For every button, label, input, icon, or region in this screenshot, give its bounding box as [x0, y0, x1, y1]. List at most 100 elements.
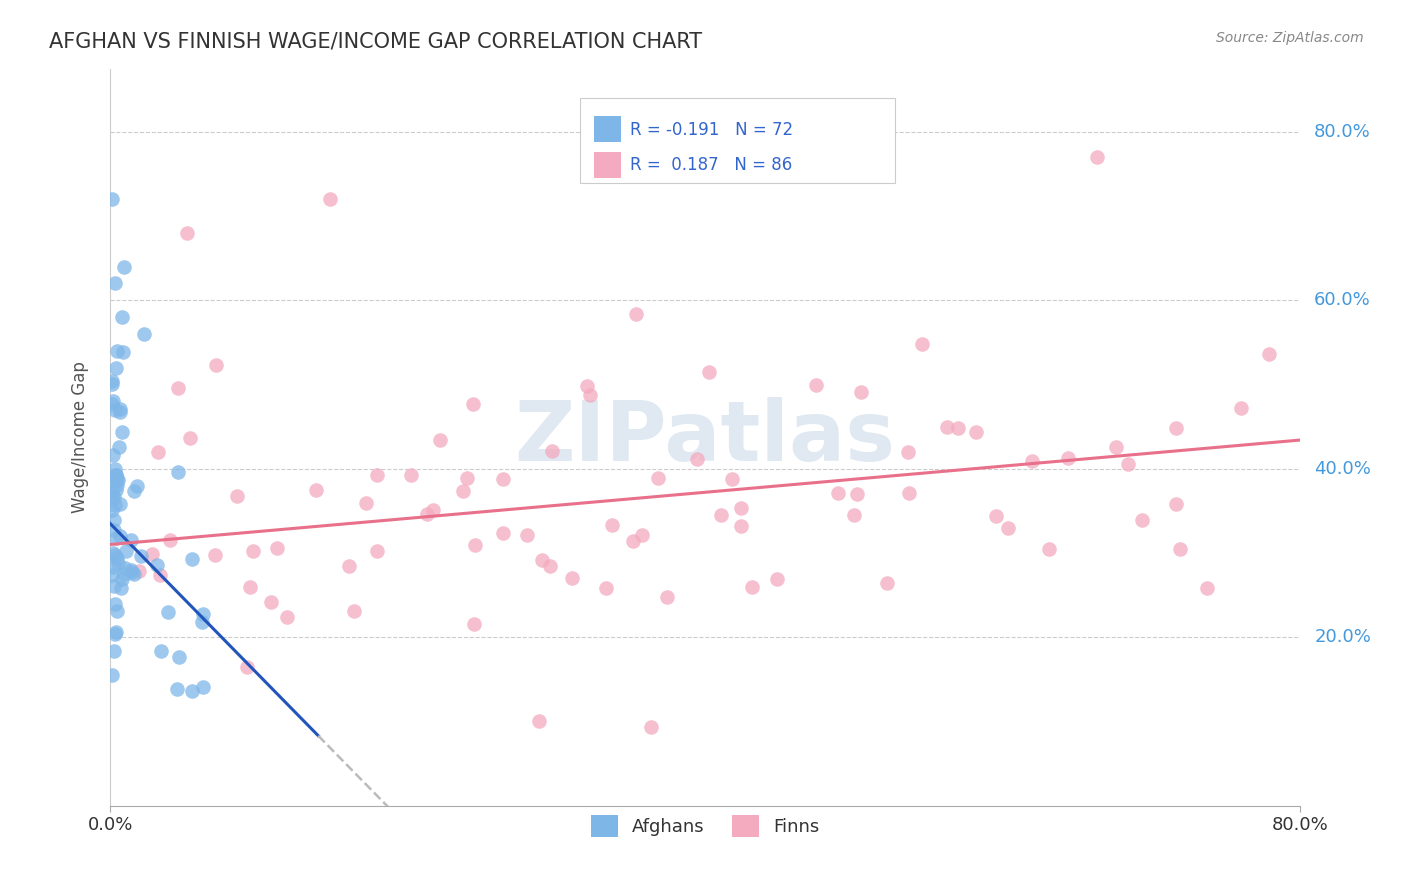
- Point: [876, 576, 898, 591]
- Point: [624, 307, 647, 321]
- Bar: [595, 117, 620, 142]
- Point: [101, 484, 124, 499]
- Point: [148, 445, 170, 459]
- Point: [104, 483, 127, 498]
- Bar: [581, 98, 896, 183]
- Point: [110, 581, 132, 595]
- Point: [765, 572, 787, 586]
- Point: [108, 497, 131, 511]
- Point: [1038, 542, 1060, 557]
- Point: [1105, 440, 1128, 454]
- Point: [946, 421, 969, 435]
- Point: [730, 501, 752, 516]
- Point: [104, 498, 127, 512]
- Point: [105, 478, 128, 492]
- Point: [108, 401, 131, 416]
- Text: 40.0%: 40.0%: [1315, 459, 1371, 478]
- Point: [105, 343, 128, 358]
- Point: [463, 617, 485, 632]
- Point: [561, 571, 583, 585]
- Point: [112, 566, 135, 581]
- Point: [125, 479, 148, 493]
- Point: [129, 549, 152, 564]
- Point: [105, 604, 128, 618]
- Point: [337, 558, 360, 573]
- Point: [741, 580, 763, 594]
- Bar: [595, 152, 620, 178]
- Point: [103, 513, 125, 527]
- Point: [461, 397, 484, 411]
- Point: [319, 192, 342, 206]
- Point: [647, 471, 669, 485]
- Point: [176, 226, 198, 240]
- Point: [104, 462, 127, 476]
- Point: [104, 531, 127, 545]
- Text: 60.0%: 60.0%: [1315, 291, 1371, 310]
- Point: [121, 565, 143, 579]
- Point: [104, 468, 127, 483]
- Point: [697, 365, 720, 379]
- Point: [103, 491, 125, 505]
- Point: [575, 379, 598, 393]
- Text: 20.0%: 20.0%: [1315, 628, 1371, 646]
- Point: [239, 580, 262, 594]
- Point: [105, 360, 128, 375]
- Point: [965, 425, 987, 439]
- Point: [141, 547, 163, 561]
- Point: [225, 489, 247, 503]
- Point: [105, 624, 128, 639]
- Text: ZIPatlas: ZIPatlas: [515, 397, 896, 477]
- Point: [101, 560, 124, 574]
- Point: [595, 581, 617, 595]
- Point: [105, 468, 128, 483]
- Point: [111, 572, 134, 586]
- Point: [1257, 346, 1279, 360]
- Point: [911, 337, 934, 351]
- Point: [1197, 582, 1219, 596]
- Point: [101, 394, 124, 409]
- Point: [657, 590, 679, 604]
- Point: [236, 660, 259, 674]
- Point: [149, 568, 172, 582]
- Point: [456, 470, 478, 484]
- Point: [1085, 150, 1108, 164]
- Point: [122, 484, 145, 499]
- Point: [115, 544, 138, 558]
- Point: [516, 528, 538, 542]
- Point: [730, 518, 752, 533]
- Point: [100, 668, 122, 682]
- Point: [422, 503, 444, 517]
- Point: [112, 344, 135, 359]
- Point: [538, 559, 561, 574]
- Point: [936, 419, 959, 434]
- Text: R = -0.191   N = 72: R = -0.191 N = 72: [630, 120, 793, 139]
- Point: [1164, 421, 1187, 435]
- Point: [100, 568, 122, 582]
- Point: [276, 610, 298, 624]
- Point: [492, 525, 515, 540]
- Point: [1230, 401, 1253, 415]
- Point: [112, 260, 135, 274]
- Point: [416, 507, 439, 521]
- Point: [100, 377, 122, 392]
- Point: [128, 565, 150, 579]
- Point: [134, 326, 156, 341]
- Point: [193, 607, 215, 622]
- Point: [180, 684, 202, 698]
- Text: 80.0%: 80.0%: [1315, 123, 1371, 141]
- Point: [121, 563, 143, 577]
- Point: [305, 483, 328, 498]
- Point: [631, 528, 654, 542]
- Point: [846, 486, 869, 500]
- Point: [108, 440, 131, 454]
- Point: [242, 544, 264, 558]
- Point: [621, 533, 644, 548]
- Point: [111, 425, 134, 439]
- Point: [166, 465, 188, 479]
- Point: [145, 558, 167, 573]
- Point: [101, 473, 124, 487]
- Point: [110, 310, 132, 324]
- Point: [842, 508, 865, 523]
- Point: [103, 448, 125, 462]
- Point: [541, 444, 564, 458]
